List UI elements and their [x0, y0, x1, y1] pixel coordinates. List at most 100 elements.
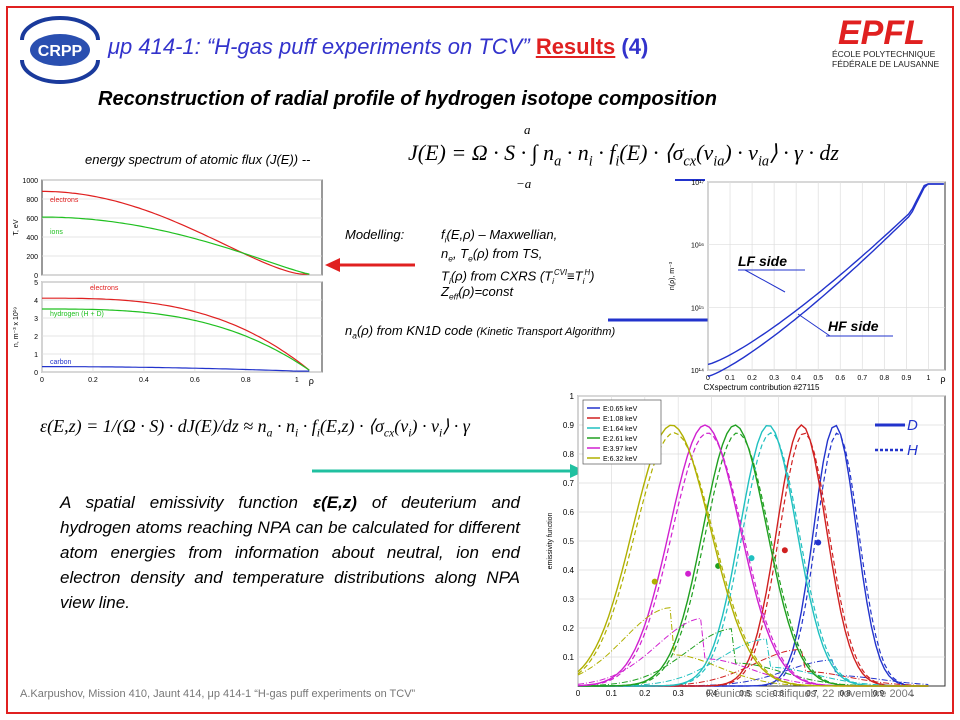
- plot-area: [41, 281, 323, 373]
- text-part: (ρ) from TS,: [472, 246, 543, 261]
- text-part: Z: [441, 284, 449, 299]
- title: μp 414-1: “H-gas puff experiments on TCV…: [108, 34, 648, 60]
- y-tick-label: 0.4: [563, 566, 575, 575]
- y-axis-label: n, m⁻³ x 10¹⁹: [13, 307, 20, 347]
- x-tick-label: 0.5: [813, 375, 823, 382]
- text-part: cx: [383, 426, 395, 440]
- y-tick-label: 0: [34, 370, 38, 377]
- curve: [42, 366, 310, 372]
- flux-label: energy spectrum of atomic flux (J(E)) --: [85, 152, 311, 167]
- x-tick-label: 0.6: [835, 375, 845, 382]
- x-tick-label: 0.8: [840, 689, 852, 698]
- integral-lower: −a: [516, 176, 532, 191]
- text-part: (E,ρ) – Maxwellian,: [446, 227, 558, 242]
- text-part: i: [408, 426, 412, 440]
- x-tick-label: 0.9: [902, 375, 912, 382]
- text-part: (Kinetic Transport Algorithm): [476, 326, 616, 338]
- text-part: e: [468, 253, 473, 264]
- text-part: (ρ)=const: [458, 284, 514, 299]
- text-part: i: [588, 153, 593, 170]
- y-tick-label: 0.7: [563, 479, 575, 488]
- text-part: ε(E,z) = 1/(Ω · S) · dJ(E)/dz ≈ n: [40, 416, 267, 436]
- text-part: (ρ) from CXRS (T: [450, 268, 553, 284]
- text-part: eff: [448, 291, 459, 302]
- paragraph: A spatial emissivity function ε(E,z) of …: [60, 490, 520, 615]
- logo-text: CRPP: [38, 43, 83, 60]
- callout: LF side: [738, 253, 787, 269]
- y-tick-label: 0.6: [563, 508, 575, 517]
- y-tick-label: 0.3: [563, 595, 575, 604]
- text-part: , T: [452, 246, 469, 261]
- text-part: i: [615, 153, 620, 170]
- text-part: · f: [298, 416, 317, 436]
- footer-right: Réunions scientifiques, 22 novembre 2004: [706, 688, 914, 700]
- epfl-logo: EPFL ÉCOLE POLYTECHNIQUE FÉDÉRALE DE LAU…: [832, 14, 940, 69]
- text-part: (v: [696, 140, 714, 165]
- legend-label: E:2.61 keV: [603, 436, 638, 443]
- text-part: n: [345, 323, 353, 338]
- text-part: (v: [394, 416, 409, 436]
- text-part: ⟩ · γ · dz: [769, 140, 839, 165]
- logo-text: EPFL: [838, 14, 925, 52]
- text-part: (E,z) · ⟨σ: [319, 416, 384, 436]
- text-part: i: [582, 275, 585, 286]
- x-tick-label: 0.4: [706, 689, 718, 698]
- text-part: ) · v: [411, 416, 439, 436]
- formula1: J(E) = Ω · S · ∫ na · ni · fi(E) · ⟨σcx(…: [408, 140, 839, 170]
- title-text: μp 414-1: “H-gas puff experiments on TCV…: [108, 34, 530, 59]
- curve: [577, 607, 929, 687]
- curve: [578, 638, 929, 687]
- x-tick-label: 0.2: [747, 375, 757, 382]
- x-tick-label: 0.8: [241, 377, 251, 384]
- y-tick-label: 0.1: [563, 653, 575, 662]
- text-part: ): [590, 268, 595, 284]
- text-part: CVI: [554, 268, 568, 277]
- curve: [42, 216, 310, 275]
- y-tick-label: 0: [34, 273, 38, 280]
- text-part: (ρ) from KN1D code: [356, 323, 477, 338]
- curve: [577, 424, 929, 687]
- y-tick-label: 200: [26, 254, 38, 261]
- text-part: e: [448, 253, 453, 264]
- text-part: i: [444, 234, 447, 245]
- text-part: i: [448, 275, 451, 286]
- curve: [578, 432, 929, 687]
- y-tick-label: 2: [34, 334, 38, 341]
- y-tick-label: 1: [570, 392, 575, 401]
- legend-label: E:1.08 keV: [603, 416, 638, 423]
- curve: [42, 190, 310, 275]
- text-part: f: [441, 227, 445, 242]
- x-tick-label: 0.6: [773, 689, 785, 698]
- y-tick-label: 1000: [22, 178, 38, 185]
- text-part: i: [438, 426, 443, 440]
- text-part: ) · v: [724, 140, 758, 165]
- text-part: ⟩ · γ: [442, 416, 470, 436]
- title-link: Results: [535, 34, 616, 59]
- title-suffix: (4): [621, 34, 649, 59]
- dot: [748, 555, 755, 562]
- y-tick-label: 0.9: [563, 421, 575, 430]
- x-tick-label: 0.4: [139, 377, 149, 384]
- curve-label: ions: [50, 229, 63, 236]
- x-tick-label: 0: [576, 689, 581, 698]
- x-tick-label: 0.6: [190, 377, 200, 384]
- text-part: ≡T: [567, 268, 583, 284]
- callout-line: [797, 313, 831, 337]
- x-tick-label: 0.4: [791, 375, 801, 382]
- x-tick-label: 1: [910, 689, 915, 698]
- y-tick-label: 600: [26, 216, 38, 223]
- text-part: n: [543, 140, 555, 165]
- y-tick-label: 10¹⁴: [691, 368, 704, 375]
- y-tick-label: 800: [26, 197, 38, 204]
- text-part: i: [316, 426, 320, 440]
- legend-label: D: [907, 417, 918, 434]
- y-axis-label: emissivity function: [547, 512, 554, 569]
- text-part: Modelling:: [345, 227, 405, 242]
- frame: [6, 6, 954, 714]
- text-part: a: [554, 153, 562, 170]
- text-part: (E) · ⟨σ: [619, 140, 684, 165]
- y-tick-label: 0.2: [563, 624, 575, 633]
- text-part: · f: [592, 140, 616, 165]
- curve-label: electrons: [50, 197, 79, 204]
